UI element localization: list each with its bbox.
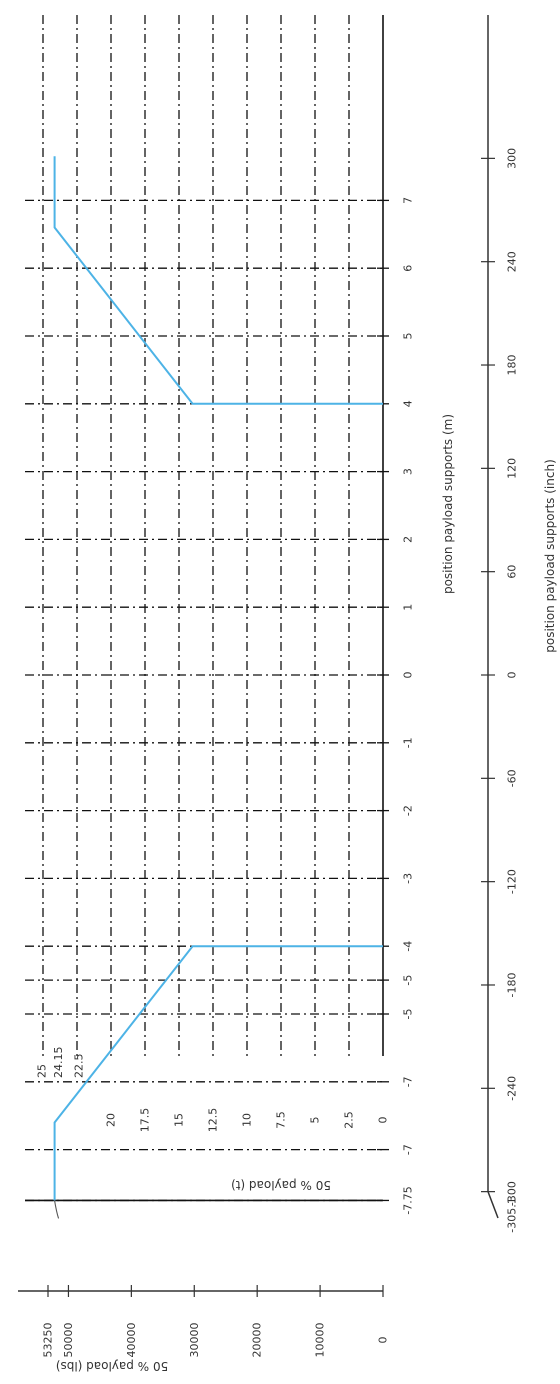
inch-tick-label: 300 [506,148,519,169]
y-t-axis-title: 50 % payload (t) [231,1178,331,1192]
y-t-tick-label: 22.5 [73,1054,86,1079]
x-tick-label: 2 [402,536,415,543]
y-t-tick-label: 0 [377,1117,390,1124]
x-tick-label: 4 [402,400,415,407]
axis-layer [18,15,499,1297]
y-t-tick-label: 2.5 [343,1111,356,1129]
y-t-tick-label: 15 [173,1113,186,1127]
x-tick-label: -5 [402,975,415,986]
x-tick-label: 6 [402,265,415,272]
inch-tick-label: -60 [506,769,519,787]
x-tick-label: -5 [402,1009,415,1020]
lbs-tick-label: 30000 [188,1323,201,1358]
inch-tick-label: 0 [506,672,519,679]
y-t-tick-label: 20 [105,1113,118,1127]
y-t-tick-label: 25 [36,1064,49,1078]
inch-tick-label: 60 [506,565,519,579]
x-tick-label: -4 [402,941,415,952]
lbs-tick-label: 10000 [314,1323,327,1358]
x-tick-label: -7 [402,1144,415,1155]
inch-tick-label: 120 [506,458,519,479]
grid-layer [25,15,383,1202]
y-t-tick-label: 7.5 [275,1111,288,1129]
lbs-tick-label: 50000 [62,1323,75,1358]
inch-tick-label: 240 [506,251,519,272]
leader-24-15 [54,1200,60,1219]
series-layer [53,156,383,1201]
lbs-tick-label: 0 [377,1337,390,1344]
inch-tick-label: -180 [506,972,519,997]
inch-tick-label: -120 [506,869,519,894]
x-tick-label: -7 [402,1076,415,1087]
lbs-tick-label: 53250 [42,1323,55,1358]
inch-tick-label: 180 [506,355,519,376]
inch-tick-label: -240 [506,1076,519,1101]
inch-tick-label: -300 [506,1181,519,1206]
x-tick-label: -1 [402,737,415,748]
x-tick-label: 5 [402,333,415,340]
y-t-tick-label: 17.5 [139,1108,152,1133]
x-tick-label: -7.75 [402,1186,415,1214]
x-axis-title: position payload supports (m) [441,414,455,594]
inch-tick-label: -305.1 [506,1197,519,1232]
y-t-tick-label: 12.5 [207,1108,220,1133]
label-layer: -7.75 -7 -7 -5 -5 -4 -3 -2 -1 0 1 2 3 4 5 6 7 position pa… [36,148,558,1373]
x-tick-label: 3 [402,468,415,475]
lbs-tick-label: 20000 [251,1323,264,1358]
lbs-tick-label: 40000 [125,1323,138,1358]
y-t-tick-label: 10 [241,1113,254,1127]
x-tick-label: 7 [402,197,415,204]
inch-axis-title: position payload supports (inch) [543,459,557,653]
y-t-tick-label: 24.15 [52,1047,65,1079]
x-tick-label: 0 [402,672,415,679]
lbs-axis-title: 50 % payload (lbs) [56,1359,168,1373]
x-tick-label: -2 [402,805,415,816]
y-t-tick-label: 5 [309,1117,322,1124]
inch-axis-extension [487,1191,499,1219]
series-line-0 [53,945,383,1201]
series-line-1 [53,156,383,405]
x-tick-label: -3 [402,873,415,884]
x-tick-label: 1 [402,604,415,611]
